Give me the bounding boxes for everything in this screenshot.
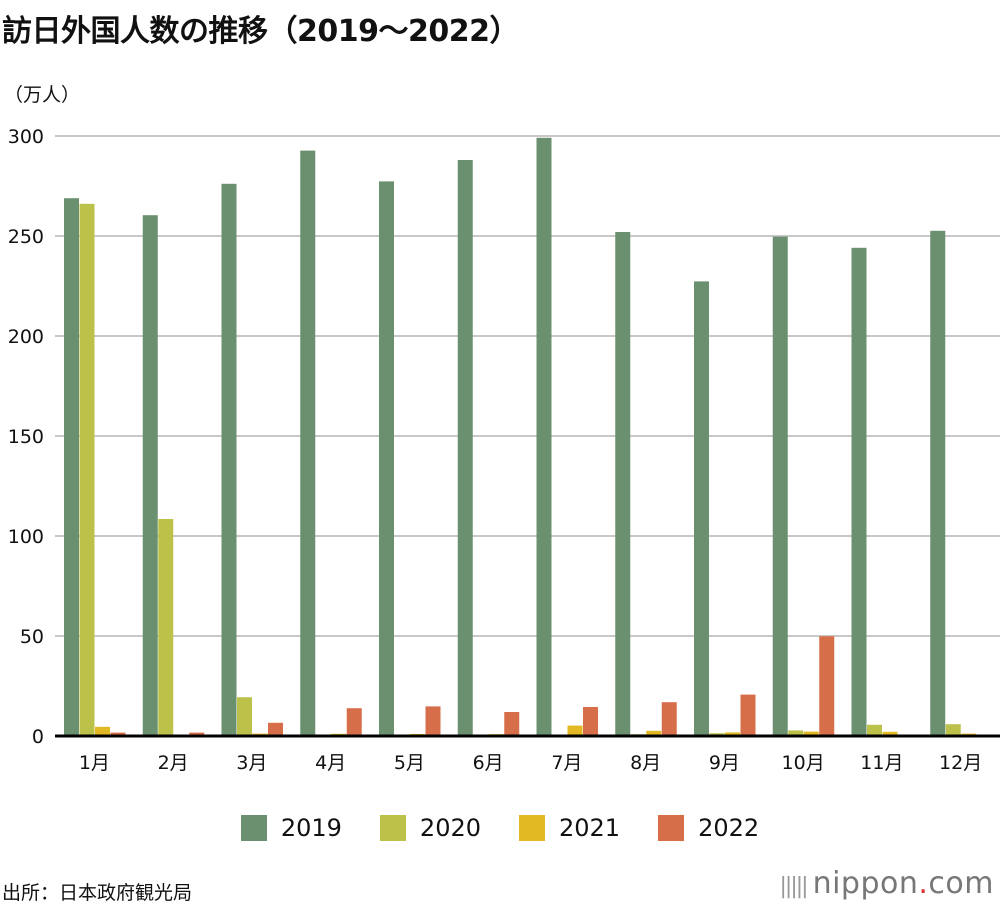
legend-label: 2022 bbox=[698, 814, 760, 842]
bar-2022-6 bbox=[504, 712, 520, 736]
y-axis-unit-label: （万人） bbox=[4, 84, 81, 106]
bar-2020-1 bbox=[79, 203, 95, 737]
bar-2020-11 bbox=[867, 724, 882, 736]
x-tick-label: 3月 bbox=[236, 752, 267, 774]
bar-chart: 0 50 100 150 200 250 300 1月 2月 3月 4月 5月 6月 7月 8月 9月 10月 1… bbox=[8, 126, 1000, 774]
legend-item: 2020 bbox=[379, 814, 481, 842]
y-tick-label: 300 bbox=[8, 126, 44, 148]
legend-label: 2020 bbox=[419, 814, 481, 842]
bar-2020-3 bbox=[237, 697, 252, 736]
bar-2022-9 bbox=[740, 694, 756, 736]
legend: 2019 2020 2021 2022 bbox=[0, 814, 1000, 842]
x-tick-label: 8月 bbox=[630, 752, 661, 774]
bar-2019-8 bbox=[615, 232, 631, 736]
x-tick-label: 12月 bbox=[939, 752, 982, 774]
nippon-logo: ||||| nippon.com bbox=[779, 866, 994, 901]
bar-2022-3 bbox=[268, 722, 283, 736]
x-tick-label: 6月 bbox=[473, 752, 504, 774]
bar-2022-8 bbox=[661, 702, 677, 736]
bar-2019-9 bbox=[694, 281, 709, 736]
bar-2022-2 bbox=[189, 732, 205, 736]
bar-2020-2 bbox=[158, 519, 174, 736]
legend-item: 2019 bbox=[240, 814, 342, 842]
bar-2022-4 bbox=[346, 708, 362, 736]
legend-swatch bbox=[658, 815, 685, 841]
legend-item: 2021 bbox=[519, 814, 620, 842]
y-tick-label: 0 bbox=[32, 726, 44, 748]
y-tick-label: 150 bbox=[8, 426, 44, 448]
bar-2021-9 bbox=[725, 732, 740, 736]
bar-2019-10 bbox=[772, 236, 788, 736]
bar-2021-11 bbox=[882, 731, 898, 736]
bar-2021-7 bbox=[567, 725, 583, 736]
bar-2019-7 bbox=[536, 137, 552, 737]
chart-title: 訪日外国人数の推移（2019〜2022） bbox=[2, 14, 520, 49]
x-tick-label: 1月 bbox=[79, 752, 110, 774]
bar-2019-6 bbox=[457, 160, 473, 736]
x-tick-label: 9月 bbox=[709, 752, 740, 774]
x-tick-label: 2月 bbox=[158, 752, 189, 774]
bar-2022-5 bbox=[425, 706, 441, 736]
bar-2019-3 bbox=[221, 183, 237, 737]
bar-2022-7 bbox=[583, 707, 598, 736]
legend-item: 2022 bbox=[658, 814, 759, 842]
y-tick-label: 50 bbox=[20, 626, 44, 648]
y-tick-label: 100 bbox=[8, 526, 44, 548]
bar-2021-1 bbox=[95, 726, 110, 736]
bar-2019-2 bbox=[142, 215, 158, 736]
bar-2019-11 bbox=[851, 247, 867, 737]
bar-2022-10 bbox=[819, 636, 835, 736]
x-tick-label: 7月 bbox=[551, 752, 582, 774]
bar-2021-8 bbox=[646, 730, 662, 736]
bar-2020-10 bbox=[788, 730, 804, 736]
x-tick-label: 4月 bbox=[315, 752, 346, 774]
bar-2022-1 bbox=[110, 732, 126, 736]
bar-2020-12 bbox=[945, 724, 961, 736]
legend-swatch bbox=[519, 815, 545, 841]
bar-2019-5 bbox=[379, 181, 394, 736]
bar-2019-1 bbox=[64, 198, 79, 736]
legend-label: 2021 bbox=[559, 814, 621, 842]
x-tick-label: 11月 bbox=[860, 752, 903, 774]
legend-label: 2019 bbox=[280, 814, 342, 842]
y-tick-label: 250 bbox=[8, 226, 44, 248]
bar-2019-4 bbox=[300, 150, 316, 737]
logo-bars-icon: ||||| bbox=[779, 874, 809, 899]
x-tick-label: 5月 bbox=[394, 752, 425, 774]
y-tick-label: 200 bbox=[8, 326, 44, 348]
x-tick-label: 10月 bbox=[782, 752, 825, 774]
source-note: 出所：日本政府観光局 bbox=[2, 882, 193, 904]
legend-swatch bbox=[379, 815, 406, 841]
bar-2021-10 bbox=[803, 731, 819, 736]
bar-2019-12 bbox=[930, 230, 946, 737]
legend-swatch bbox=[240, 815, 267, 841]
